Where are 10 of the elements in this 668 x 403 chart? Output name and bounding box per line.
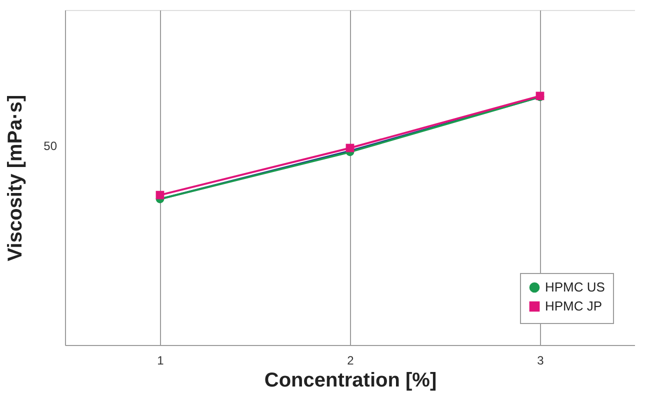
- y-axis-title: Viscosity [mPa·s]: [4, 94, 26, 262]
- x-axis-title: Concentration [%]: [264, 370, 437, 392]
- x-tick-label: 2: [347, 354, 354, 368]
- legend-label: HPMC US: [545, 280, 606, 294]
- legend-label: HPMC JP: [545, 298, 602, 314]
- x-tick-label: 3: [537, 354, 544, 368]
- point: [346, 144, 354, 152]
- point: [156, 190, 164, 200]
- text: 50: [44, 139, 58, 153]
- x-tick-label: 1: [157, 354, 164, 368]
